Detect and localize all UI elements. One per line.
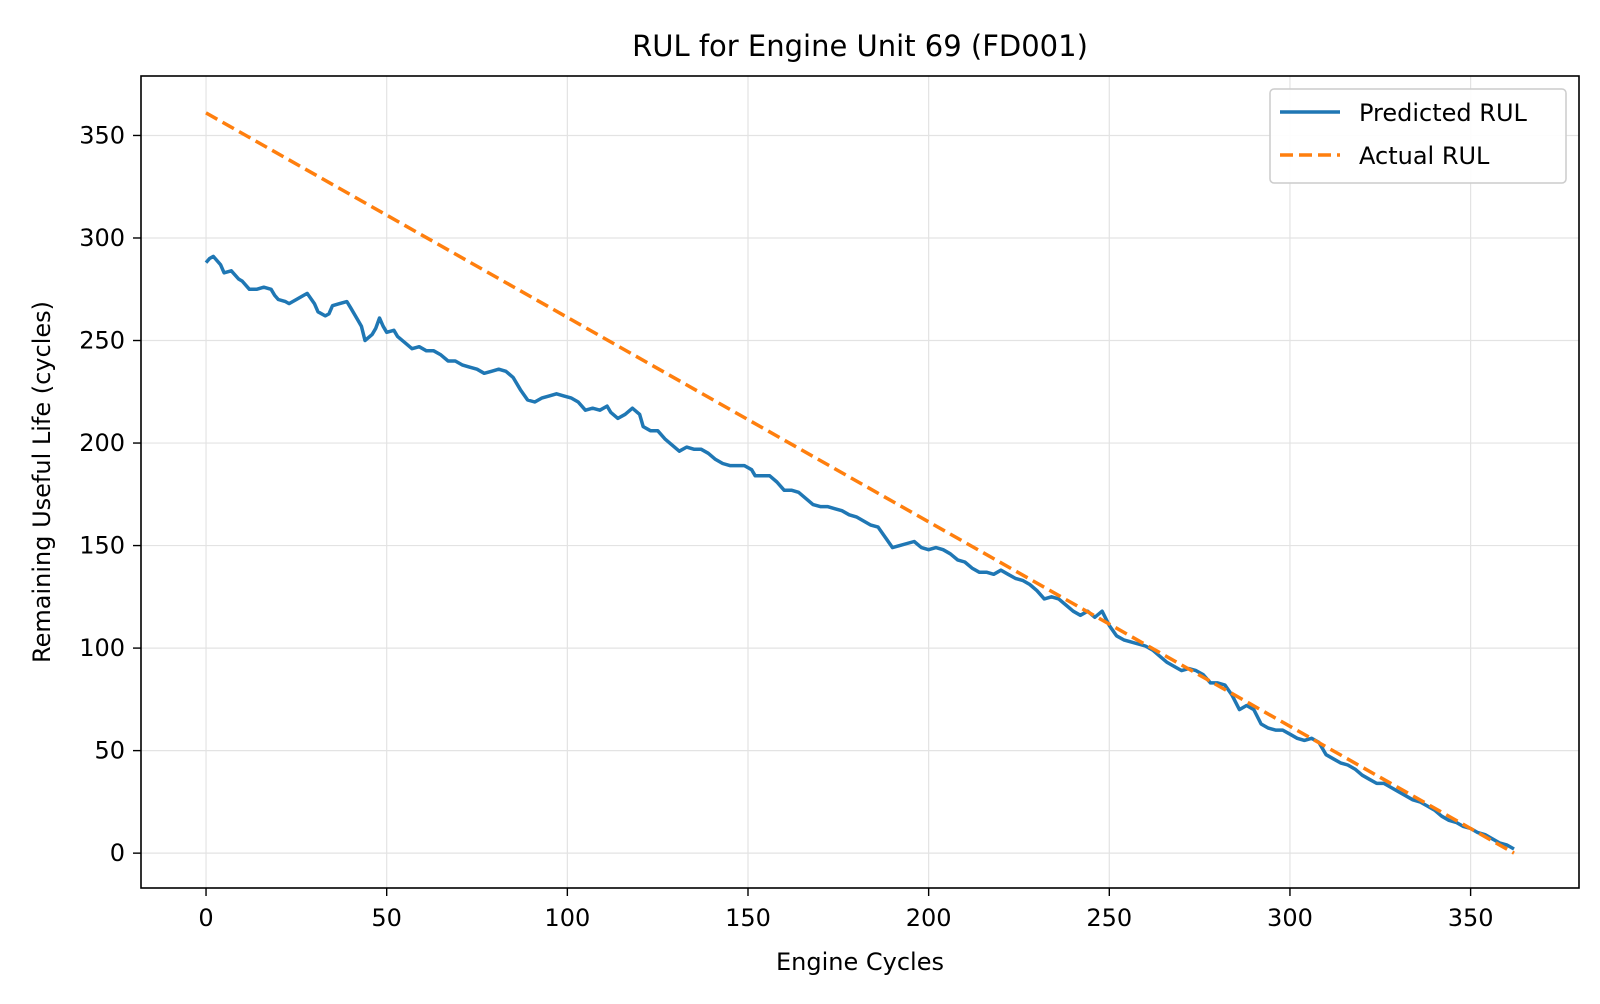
x-tick-label: 200: [906, 904, 952, 932]
series-layer: [204, 111, 1515, 855]
y-tick-label: 50: [94, 737, 125, 765]
legend: Predicted RUL Actual RUL: [1269, 88, 1567, 184]
x-tick-label: 350: [1448, 904, 1494, 932]
tick-layer: 0 50 100 150 200 250 300 350 0 50 100 150 200 250 300 3…: [79, 121, 1493, 932]
x-tick-label: 100: [544, 904, 590, 932]
x-tick-label: 150: [725, 904, 771, 932]
y-axis-label: Remaining Useful Life (cycles): [28, 301, 56, 663]
x-tick-label: 300: [1267, 904, 1313, 932]
plot-frame: [140, 75, 1580, 889]
y-tick-label: 0: [110, 839, 125, 867]
x-tick-label: 250: [1086, 904, 1132, 932]
grid-layer: [141, 76, 1579, 888]
x-tick-label: 0: [198, 904, 213, 932]
y-tick-label: 250: [79, 327, 125, 355]
y-tick-label: 100: [79, 634, 125, 662]
chart-title: RUL for Engine Unit 69 (FD001): [632, 29, 1088, 63]
legend-label-predicted: Predicted RUL: [1359, 99, 1528, 127]
series-line-actual-rul: [205, 111, 1515, 855]
y-tick-label: 350: [79, 121, 125, 149]
x-tick-label: 50: [371, 904, 402, 932]
y-tick-label: 200: [79, 429, 125, 457]
x-axis-label: Engine Cycles: [776, 948, 944, 976]
legend-label-actual: Actual RUL: [1359, 142, 1490, 170]
y-tick-label: 300: [79, 224, 125, 252]
legend-box: [1269, 88, 1567, 184]
y-tick-label: 150: [79, 532, 125, 560]
series-line-predicted-rul: [204, 254, 1515, 851]
